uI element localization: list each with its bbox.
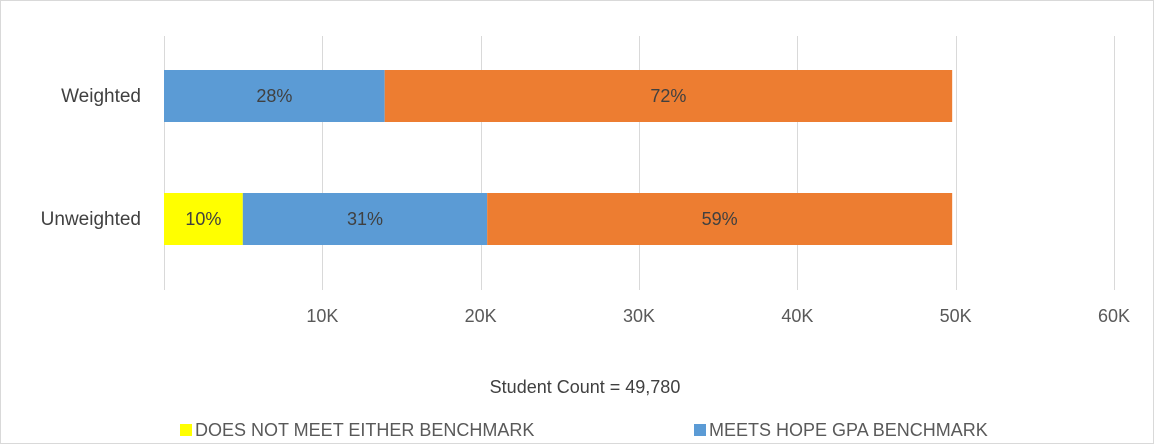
- legend-swatch: [180, 424, 192, 436]
- bar-segment: [164, 193, 243, 245]
- data-label: 59%: [702, 209, 738, 229]
- legend-swatch: [694, 424, 706, 436]
- x-tick-label: 40K: [781, 306, 813, 326]
- x-tick-label: 50K: [940, 306, 972, 326]
- legend: DOES NOT MEET EITHER BENCHMARK MEETS HOPE…: [180, 420, 988, 440]
- bar-labels: 28% 72% 10% 31% 59%: [185, 86, 737, 229]
- category-label: Weighted: [61, 86, 141, 107]
- data-label: 10%: [185, 209, 221, 229]
- bar-segment: [242, 193, 488, 245]
- x-tick-label: 30K: [623, 306, 655, 326]
- x-tick-label: 10K: [306, 306, 338, 326]
- bars: [164, 70, 953, 245]
- data-label: 28%: [256, 86, 292, 106]
- x-axis-title: Student Count = 49,780: [490, 377, 681, 397]
- x-tick-labels: 10K 20K 30K 40K 50K 60K: [306, 306, 1130, 326]
- bar-segment: [487, 193, 953, 245]
- category-label: Unweighted: [41, 209, 141, 230]
- x-tick-label: 60K: [1098, 306, 1130, 326]
- legend-label: MEETS HOPE GPA BENCHMARK: [709, 420, 988, 440]
- bar-segment: [164, 70, 385, 122]
- legend-label: DOES NOT MEET EITHER BENCHMARK: [195, 420, 534, 440]
- data-label: 72%: [650, 86, 686, 106]
- category-labels: Weighted Unweighted: [41, 86, 141, 230]
- bar-segment: [384, 70, 953, 122]
- x-tick-label: 20K: [465, 306, 497, 326]
- data-label: 31%: [347, 209, 383, 229]
